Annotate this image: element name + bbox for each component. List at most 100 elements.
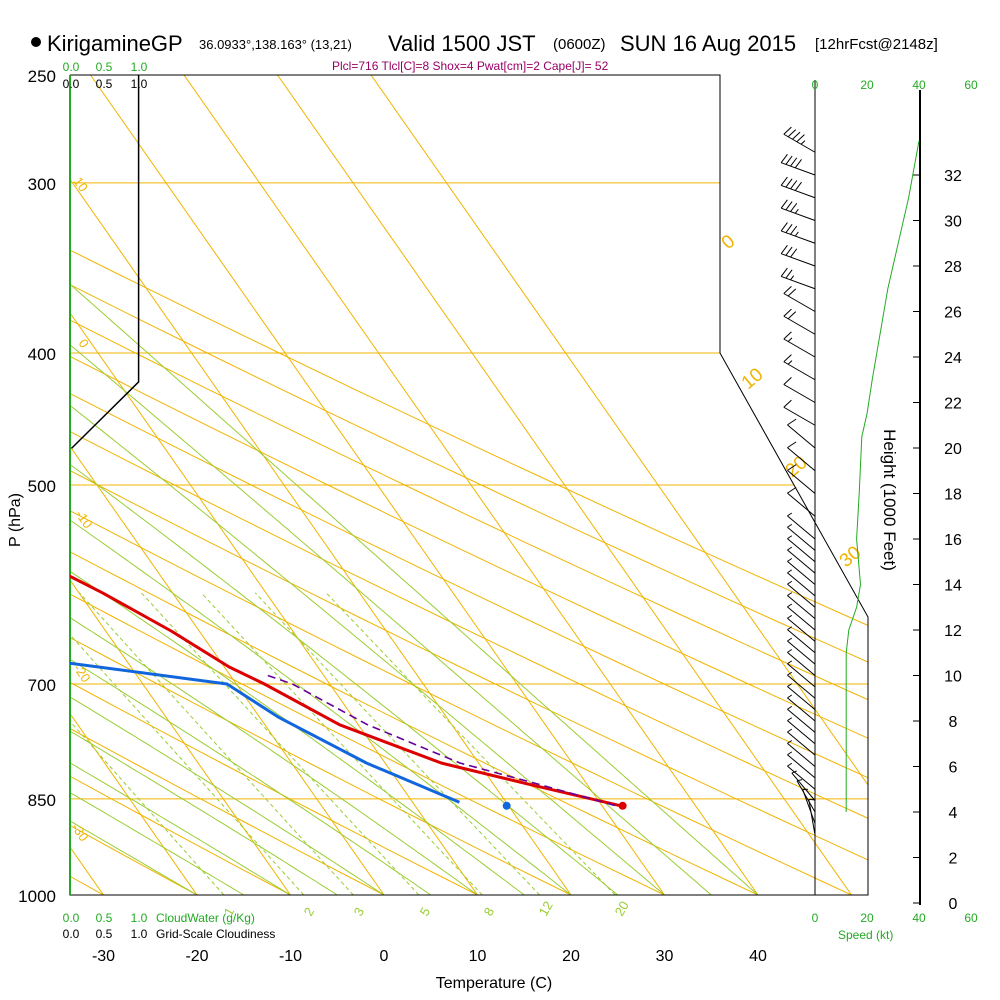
wind-barb-staff bbox=[787, 651, 816, 676]
surface-temperature-point bbox=[618, 801, 627, 810]
cloudwater-tick-top: 0.5 bbox=[96, 60, 113, 74]
wind-barb-feather bbox=[780, 199, 788, 209]
wind-barb bbox=[787, 464, 816, 494]
moist-adiabat bbox=[70, 75, 712, 895]
wind-barb-half-feather bbox=[787, 603, 793, 608]
mixing-ratio-label: 3 bbox=[351, 905, 368, 919]
height-tick-label: 12 bbox=[944, 623, 962, 640]
mixing-ratio-label: 2 bbox=[301, 905, 318, 919]
wind-barb-half-feather bbox=[787, 535, 793, 540]
wind-barb-half-feather bbox=[787, 558, 793, 562]
wind-barb bbox=[783, 399, 816, 426]
wind-barb-staff bbox=[787, 731, 816, 756]
wind-barb-half-feather bbox=[787, 580, 793, 585]
dry-adiabat bbox=[70, 75, 868, 895]
wind-barb-feather bbox=[790, 157, 798, 167]
wind-barb-feather bbox=[787, 288, 797, 297]
wind-barb bbox=[787, 694, 816, 722]
speed-tick-label-bottom: 20 bbox=[860, 911, 874, 925]
wind-barb bbox=[787, 683, 816, 711]
wind-barb-feather bbox=[783, 285, 792, 294]
wind-barb-staff bbox=[787, 583, 816, 608]
wind-barb-half-feather bbox=[791, 770, 797, 774]
wind-barb bbox=[780, 176, 816, 199]
wind-barb-half-feather bbox=[787, 728, 793, 733]
mixing-ratio-line bbox=[70, 592, 225, 895]
utc-time: (0600Z) bbox=[553, 36, 606, 53]
cloudiness-tick-bottom: 1.0 bbox=[131, 927, 148, 941]
temperature-tick-label: 20 bbox=[562, 948, 580, 965]
dry-adiabat-label: 0 bbox=[718, 231, 740, 254]
wind-barb bbox=[787, 740, 816, 767]
wind-barb-feather bbox=[787, 418, 797, 426]
wind-barb bbox=[780, 222, 816, 244]
dry-adiabat bbox=[70, 75, 291, 895]
wind-barb-feather bbox=[785, 155, 793, 165]
wind-barb bbox=[783, 126, 816, 153]
wind-barb-half-feather bbox=[787, 592, 793, 596]
wind-barb-feather bbox=[796, 134, 805, 143]
wind-barb-feather bbox=[787, 464, 797, 471]
pressure-tick-label: 400 bbox=[28, 345, 56, 364]
wind-barb bbox=[787, 441, 816, 472]
wind-barb bbox=[787, 592, 816, 620]
parcel-profile bbox=[267, 674, 617, 807]
mixing-ratio-label: 12 bbox=[536, 898, 556, 918]
height-tick-label: 28 bbox=[944, 259, 962, 276]
cloudwater-tick-top: 0.0 bbox=[63, 60, 80, 74]
height-tick-label: 0 bbox=[949, 896, 958, 913]
cloudwater-tick-bottom: 0.5 bbox=[96, 911, 113, 925]
cloudiness-tick-top: 0.5 bbox=[96, 77, 113, 91]
wind-barb-half-feather bbox=[794, 208, 799, 214]
mixing-ratio-label: 8 bbox=[481, 905, 498, 919]
wind-barb bbox=[787, 751, 816, 779]
wind-barb-staff bbox=[808, 799, 816, 835]
temperature-tick-label: 30 bbox=[656, 948, 674, 965]
station-bullet-icon bbox=[31, 37, 41, 47]
temperature-profile bbox=[70, 75, 622, 808]
temperature-tick-label: -30 bbox=[92, 948, 115, 965]
wind-barb bbox=[780, 199, 816, 221]
wind-barb-feather bbox=[787, 441, 797, 449]
station-coords: 36.0933°,138.163° (13,21) bbox=[199, 37, 352, 52]
thermodynamic-grid bbox=[0, 75, 868, 895]
cloudiness-tick-bottom: 0.5 bbox=[96, 927, 113, 941]
x-axis-label: Temperature (C) bbox=[436, 975, 552, 992]
wind-barb-feather bbox=[785, 178, 793, 188]
wind-barb-staff bbox=[787, 538, 816, 563]
wind-barb bbox=[787, 546, 816, 574]
wind-barb bbox=[787, 418, 816, 449]
height-tick-label: 6 bbox=[949, 760, 958, 777]
wind-barb bbox=[787, 569, 816, 597]
wind-barb bbox=[787, 558, 816, 585]
wind-barb bbox=[787, 580, 816, 608]
wind-barb-half-feather bbox=[787, 649, 793, 653]
wind-barb bbox=[802, 788, 816, 824]
dew-point-profile bbox=[70, 75, 460, 804]
dry-adiabat-label: 10 bbox=[738, 364, 768, 394]
wind-barb-half-feather bbox=[787, 751, 793, 756]
wind-barb bbox=[787, 614, 816, 642]
wind-barb-staff bbox=[783, 406, 816, 426]
wind-barb-half-feather bbox=[787, 360, 793, 365]
wind-barb bbox=[787, 717, 816, 745]
wind-barb-staff bbox=[791, 772, 816, 801]
temperature-tick-label: 40 bbox=[749, 948, 767, 965]
surface-dewpoint-point bbox=[502, 801, 511, 810]
wind-barb-feather bbox=[785, 269, 793, 279]
wind-barb bbox=[787, 671, 816, 699]
wind-barb bbox=[787, 486, 816, 517]
pressure-tick-label: 850 bbox=[28, 791, 56, 810]
mixing-ratio-label: 5 bbox=[417, 905, 434, 919]
height-tick-label: 20 bbox=[944, 441, 962, 458]
temperature-tick-label: 0 bbox=[380, 948, 389, 965]
wind-barb-feather bbox=[792, 131, 801, 140]
wind-barb-half-feather bbox=[787, 660, 793, 665]
mixing-ratio-line bbox=[79, 592, 354, 895]
wind-barb-feather bbox=[783, 331, 792, 340]
isotherm bbox=[0, 75, 10, 895]
speed-tick-label-top: 20 bbox=[860, 78, 874, 92]
isotherm bbox=[370, 75, 868, 895]
wind-barb-feather bbox=[787, 129, 797, 138]
